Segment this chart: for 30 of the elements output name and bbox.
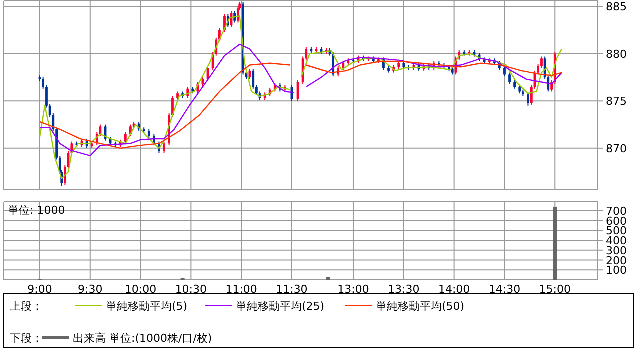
x-tick-label: 13:30	[388, 283, 420, 296]
text: 下段：	[10, 332, 43, 345]
legend-label: 単純移動平均(50)	[376, 300, 465, 313]
candlestick	[508, 72, 511, 85]
candlestick	[124, 132, 127, 144]
x-tick-label: 14:30	[488, 283, 521, 296]
x-tick-label: 9:30	[78, 283, 103, 296]
annotation: 単位: 1000	[8, 204, 66, 217]
candlestick	[163, 141, 166, 154]
x-tick-label: 9:00	[28, 283, 52, 296]
candlestick	[504, 66, 506, 78]
y-tick-label: 870	[606, 142, 627, 156]
x-tick-label: 10:30	[175, 283, 208, 296]
legend-label: 出来高 単位:(1000株/口/枚)	[73, 332, 212, 345]
x-tick-label: 15:00	[539, 283, 571, 296]
candlestick	[527, 92, 530, 106]
x-tick-label: 11:00	[226, 283, 258, 296]
candlestick	[237, 6, 240, 24]
candlestick	[224, 14, 226, 33]
legend-label: 単純移動平均(25)	[236, 300, 325, 313]
y-tick-label: 875	[606, 95, 627, 108]
y-tick-label: 885	[606, 0, 627, 14]
x-tick-label: 10:00	[124, 283, 157, 296]
y-tick-label: 880	[606, 48, 627, 61]
candlestick	[248, 68, 252, 80]
text: 上段：	[10, 300, 43, 313]
x-tick-label: 13:00	[338, 283, 370, 296]
legend-label: 単純移動平均(5)	[106, 300, 188, 313]
x-tick-label: 14:00	[438, 283, 470, 296]
x-tick-label: 11:30	[276, 283, 308, 296]
